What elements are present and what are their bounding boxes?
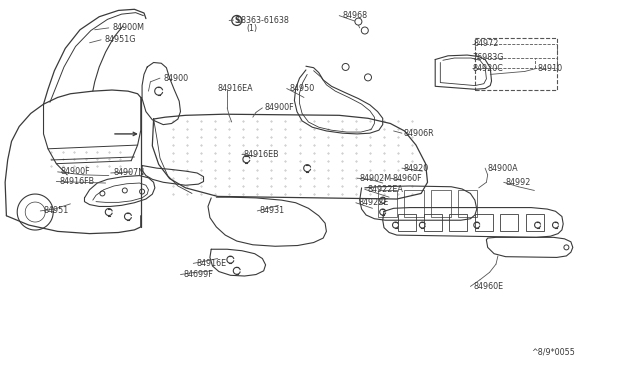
Text: 84972: 84972 <box>474 39 499 48</box>
Text: 84916EB: 84916EB <box>243 150 279 159</box>
Text: 84902M: 84902M <box>359 174 391 183</box>
Bar <box>424 214 442 231</box>
Text: 84699F: 84699F <box>184 270 213 279</box>
Text: ^8/9*0055: ^8/9*0055 <box>531 347 575 356</box>
Text: 84920C: 84920C <box>472 64 503 73</box>
Text: 84922EA: 84922EA <box>367 185 403 194</box>
Text: 84916E: 84916E <box>196 259 227 268</box>
Text: 84968: 84968 <box>342 11 367 20</box>
Bar <box>398 214 416 231</box>
Circle shape <box>362 27 368 34</box>
Bar <box>458 190 477 217</box>
Text: 84906R: 84906R <box>403 129 434 138</box>
Text: (1): (1) <box>246 24 257 33</box>
Bar <box>404 190 424 217</box>
Text: 84960E: 84960E <box>474 282 504 291</box>
Text: 84900A: 84900A <box>488 164 518 173</box>
Bar <box>500 214 518 231</box>
Text: 08363-61638: 08363-61638 <box>237 16 290 25</box>
Text: 84900F: 84900F <box>61 167 90 176</box>
Bar <box>449 214 467 231</box>
Bar <box>526 214 544 231</box>
Text: 84916FB: 84916FB <box>60 177 95 186</box>
Text: 84951G: 84951G <box>104 35 136 44</box>
Text: 84900M: 84900M <box>112 23 144 32</box>
Text: 84960F: 84960F <box>393 174 422 183</box>
Text: 84951: 84951 <box>44 206 68 215</box>
Bar <box>431 190 451 217</box>
Text: 84922E: 84922E <box>358 198 388 207</box>
Bar <box>475 38 557 90</box>
Text: 84900: 84900 <box>163 74 188 83</box>
Text: S: S <box>234 16 239 25</box>
Text: 84931: 84931 <box>260 206 285 215</box>
Text: 84992: 84992 <box>506 178 531 187</box>
Circle shape <box>365 74 371 81</box>
Text: 84907N: 84907N <box>114 169 145 177</box>
Bar <box>378 190 397 217</box>
Text: 84916EA: 84916EA <box>218 84 253 93</box>
Text: 84950: 84950 <box>290 84 315 93</box>
Text: 76983G: 76983G <box>472 53 504 62</box>
Circle shape <box>342 64 349 70</box>
Text: 84900F: 84900F <box>264 103 294 112</box>
Circle shape <box>355 18 362 25</box>
Text: 84910: 84910 <box>538 64 563 73</box>
Text: 84920: 84920 <box>403 164 428 173</box>
Bar <box>475 214 493 231</box>
